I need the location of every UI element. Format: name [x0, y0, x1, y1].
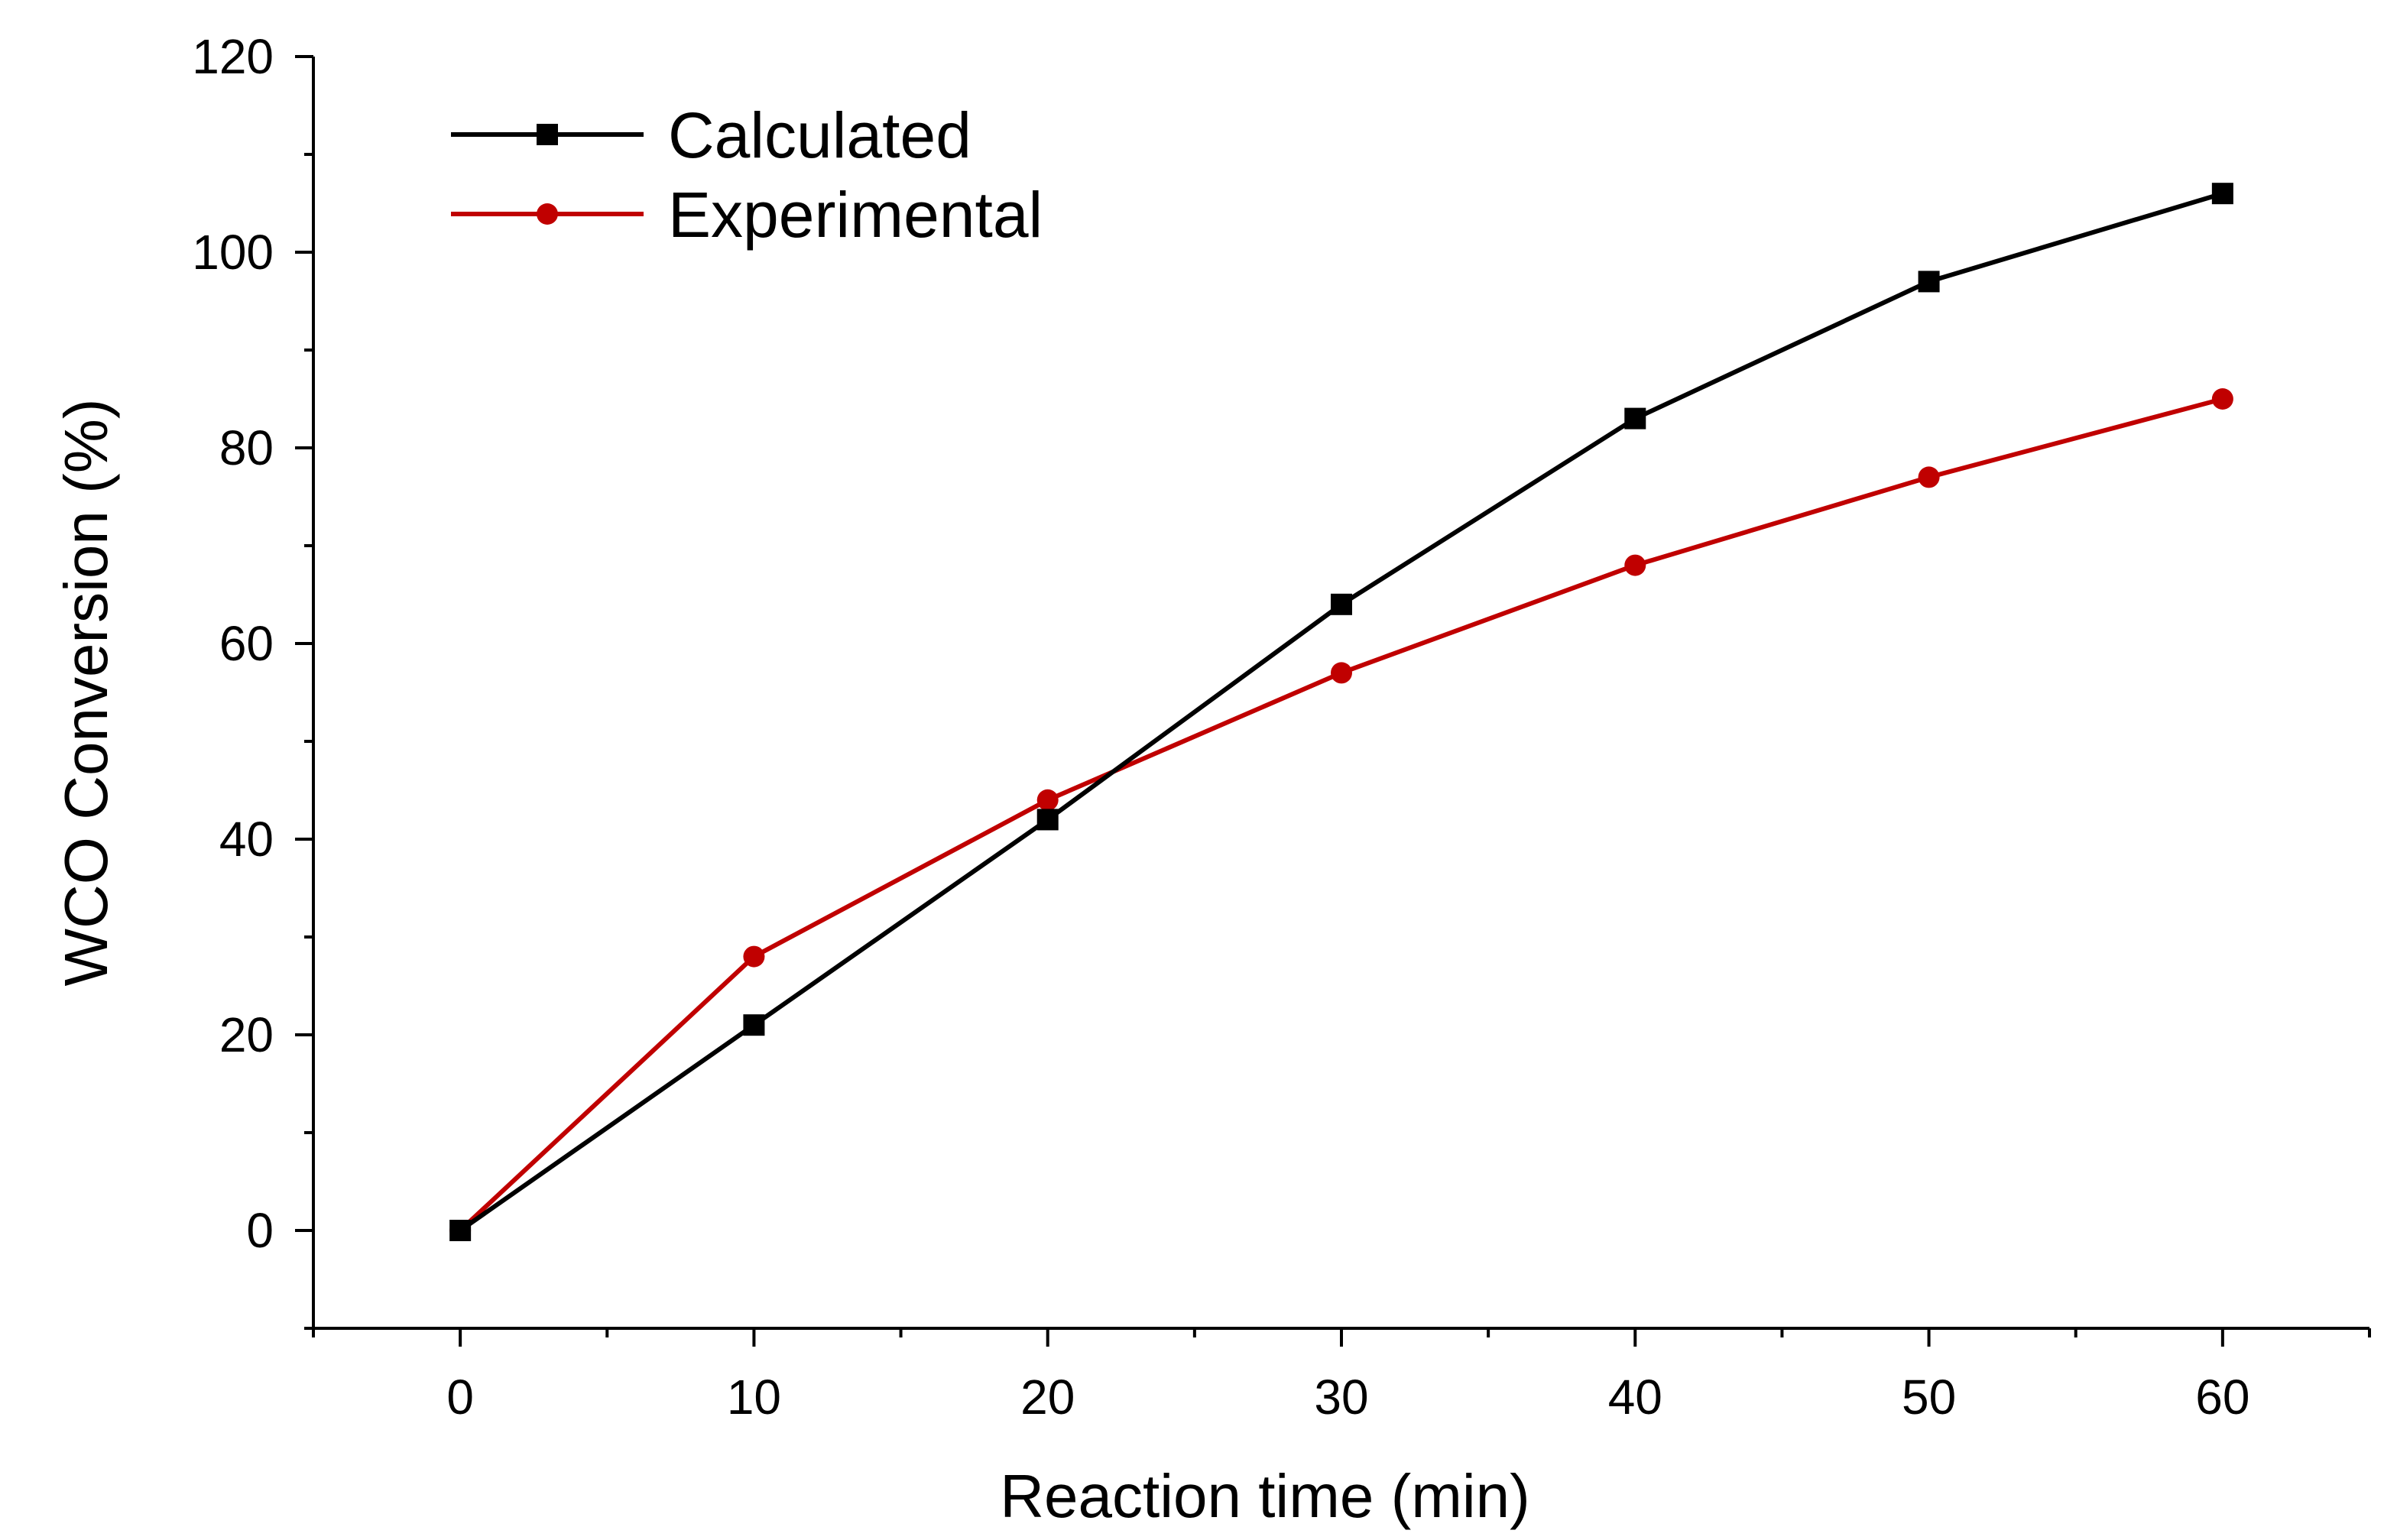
x-tick-label: 60	[2195, 1370, 2249, 1425]
x-tick-label: 50	[1902, 1370, 1956, 1425]
experimental-point	[743, 945, 765, 968]
calculated-point	[2211, 183, 2233, 205]
y-tick-label: 60	[219, 616, 274, 671]
legend-label-experimental: Experimental	[668, 179, 1043, 251]
axes: 0 10 20 30 40 50 60 0 20 40 60 80 100 120 Reaction tim…	[52, 29, 2371, 1530]
experimental-point	[1331, 662, 1352, 684]
y-tick-label: 40	[219, 812, 274, 867]
x-tick-label: 0	[446, 1370, 474, 1425]
experimental-point	[1036, 789, 1059, 811]
x-tick-label: 40	[1608, 1370, 1662, 1425]
calculated-point	[1918, 271, 1940, 293]
experimental-point	[1918, 466, 1940, 488]
y-tick-label: 80	[219, 420, 274, 475]
y-tick-label: 100	[192, 225, 274, 280]
y-tick-label: 20	[219, 1007, 274, 1062]
calculated-point	[1331, 593, 1352, 615]
legend-item-experimental: Experimental	[451, 179, 1043, 251]
x-tick-label: 20	[1020, 1370, 1075, 1425]
legend-item-calculated: Calculated	[451, 99, 971, 171]
plot-area	[449, 183, 2233, 1241]
x-tick-label: 30	[1314, 1370, 1368, 1425]
x-tick-label: 10	[727, 1370, 781, 1425]
experimental-point	[2211, 388, 2233, 410]
series-calculated	[449, 183, 2233, 1241]
calculated-point	[449, 1220, 472, 1241]
x-axis-title: Reaction time (min)	[1000, 1462, 1530, 1530]
y-axis-title: WCO Conversion (%)	[52, 398, 120, 986]
experimental-line	[459, 397, 2223, 1233]
legend: Calculated Experimental	[451, 99, 1043, 251]
y-tick-label: 120	[192, 29, 274, 84]
calculated-point	[743, 1014, 765, 1036]
legend-marker-experimental	[537, 203, 558, 225]
experimental-point	[1624, 554, 1646, 576]
calculated-line	[459, 191, 2223, 1233]
legend-label-calculated: Calculated	[668, 99, 971, 171]
calculated-point	[1036, 809, 1059, 831]
series-experimental	[449, 388, 2233, 1241]
calculated-point	[1624, 407, 1646, 430]
legend-marker-calculated	[537, 124, 558, 145]
y-tick-label: 0	[246, 1203, 274, 1258]
